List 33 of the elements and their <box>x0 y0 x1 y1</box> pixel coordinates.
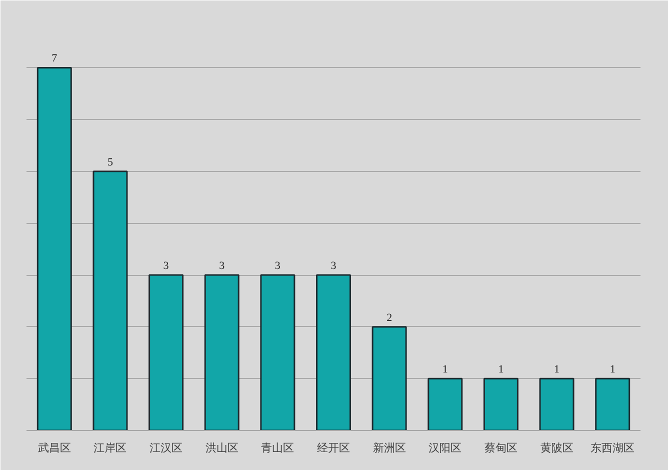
bar <box>483 378 518 430</box>
x-tick-label: 经开区 <box>317 442 350 454</box>
bar <box>36 66 72 430</box>
data-label: 3 <box>219 260 226 272</box>
x-tick-label: 青山区 <box>261 442 294 454</box>
data-label: 7 <box>52 52 58 65</box>
x-tick-label: 江岸区 <box>94 442 127 454</box>
x-tick-label: 新洲区 <box>372 442 406 454</box>
bar <box>204 274 240 430</box>
data-label: 3 <box>274 260 281 272</box>
bar <box>372 326 407 430</box>
x-tick-label: 洪山区 <box>205 442 238 454</box>
bar <box>92 170 128 430</box>
x-tick-label: 蔡甸区 <box>484 442 518 454</box>
data-label: 1 <box>610 364 616 376</box>
bar <box>260 274 296 430</box>
bar <box>148 274 184 430</box>
data-label: 1 <box>442 364 448 376</box>
x-tick-label: 黄陂区 <box>540 442 574 454</box>
data-label: 1 <box>498 364 504 376</box>
bar <box>595 378 630 430</box>
x-tick-label: 东西湖区 <box>590 442 635 454</box>
data-label: 3 <box>163 260 170 272</box>
x-tick-label: 汉阳区 <box>428 442 462 454</box>
x-tick-label: 武昌区 <box>38 442 71 454</box>
x-tick-label: 江汉区 <box>150 442 183 454</box>
data-label: 2 <box>386 312 392 324</box>
data-label: 5 <box>107 156 114 168</box>
bar <box>316 274 351 430</box>
data-label: 3 <box>330 260 337 272</box>
bar <box>539 378 574 430</box>
bar <box>428 378 463 430</box>
data-label: 1 <box>554 364 560 376</box>
